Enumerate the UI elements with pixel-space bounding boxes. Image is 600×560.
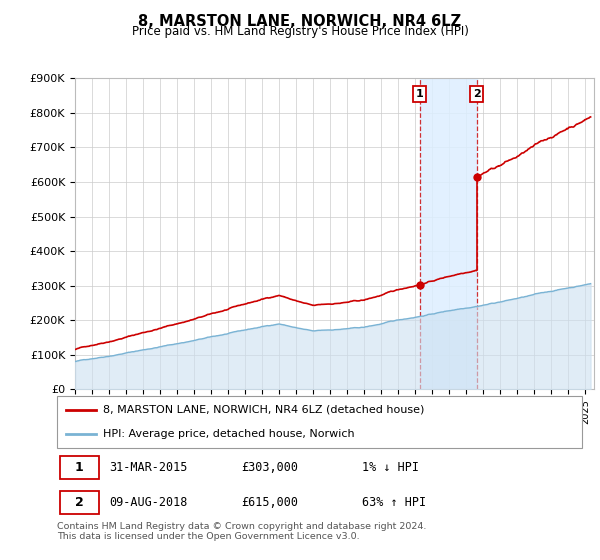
Bar xyxy=(419,78,476,389)
Text: 31-MAR-2015: 31-MAR-2015 xyxy=(110,461,188,474)
Text: 63% ↑ HPI: 63% ↑ HPI xyxy=(361,496,425,509)
Text: 2: 2 xyxy=(473,89,481,99)
Text: Price paid vs. HM Land Registry's House Price Index (HPI): Price paid vs. HM Land Registry's House … xyxy=(131,25,469,38)
Text: 8, MARSTON LANE, NORWICH, NR4 6LZ (detached house): 8, MARSTON LANE, NORWICH, NR4 6LZ (detac… xyxy=(103,405,425,415)
Text: £615,000: £615,000 xyxy=(241,496,298,509)
Text: 2: 2 xyxy=(75,496,83,509)
Text: 8, MARSTON LANE, NORWICH, NR4 6LZ: 8, MARSTON LANE, NORWICH, NR4 6LZ xyxy=(139,14,461,29)
FancyBboxPatch shape xyxy=(59,455,99,479)
Text: 1: 1 xyxy=(75,461,83,474)
Text: 1: 1 xyxy=(416,89,424,99)
Text: Contains HM Land Registry data © Crown copyright and database right 2024.
This d: Contains HM Land Registry data © Crown c… xyxy=(57,522,427,542)
Text: HPI: Average price, detached house, Norwich: HPI: Average price, detached house, Norw… xyxy=(103,429,355,439)
Text: 1% ↓ HPI: 1% ↓ HPI xyxy=(361,461,419,474)
Text: £303,000: £303,000 xyxy=(241,461,298,474)
FancyBboxPatch shape xyxy=(59,491,99,515)
FancyBboxPatch shape xyxy=(57,396,582,448)
Text: 09-AUG-2018: 09-AUG-2018 xyxy=(110,496,188,509)
